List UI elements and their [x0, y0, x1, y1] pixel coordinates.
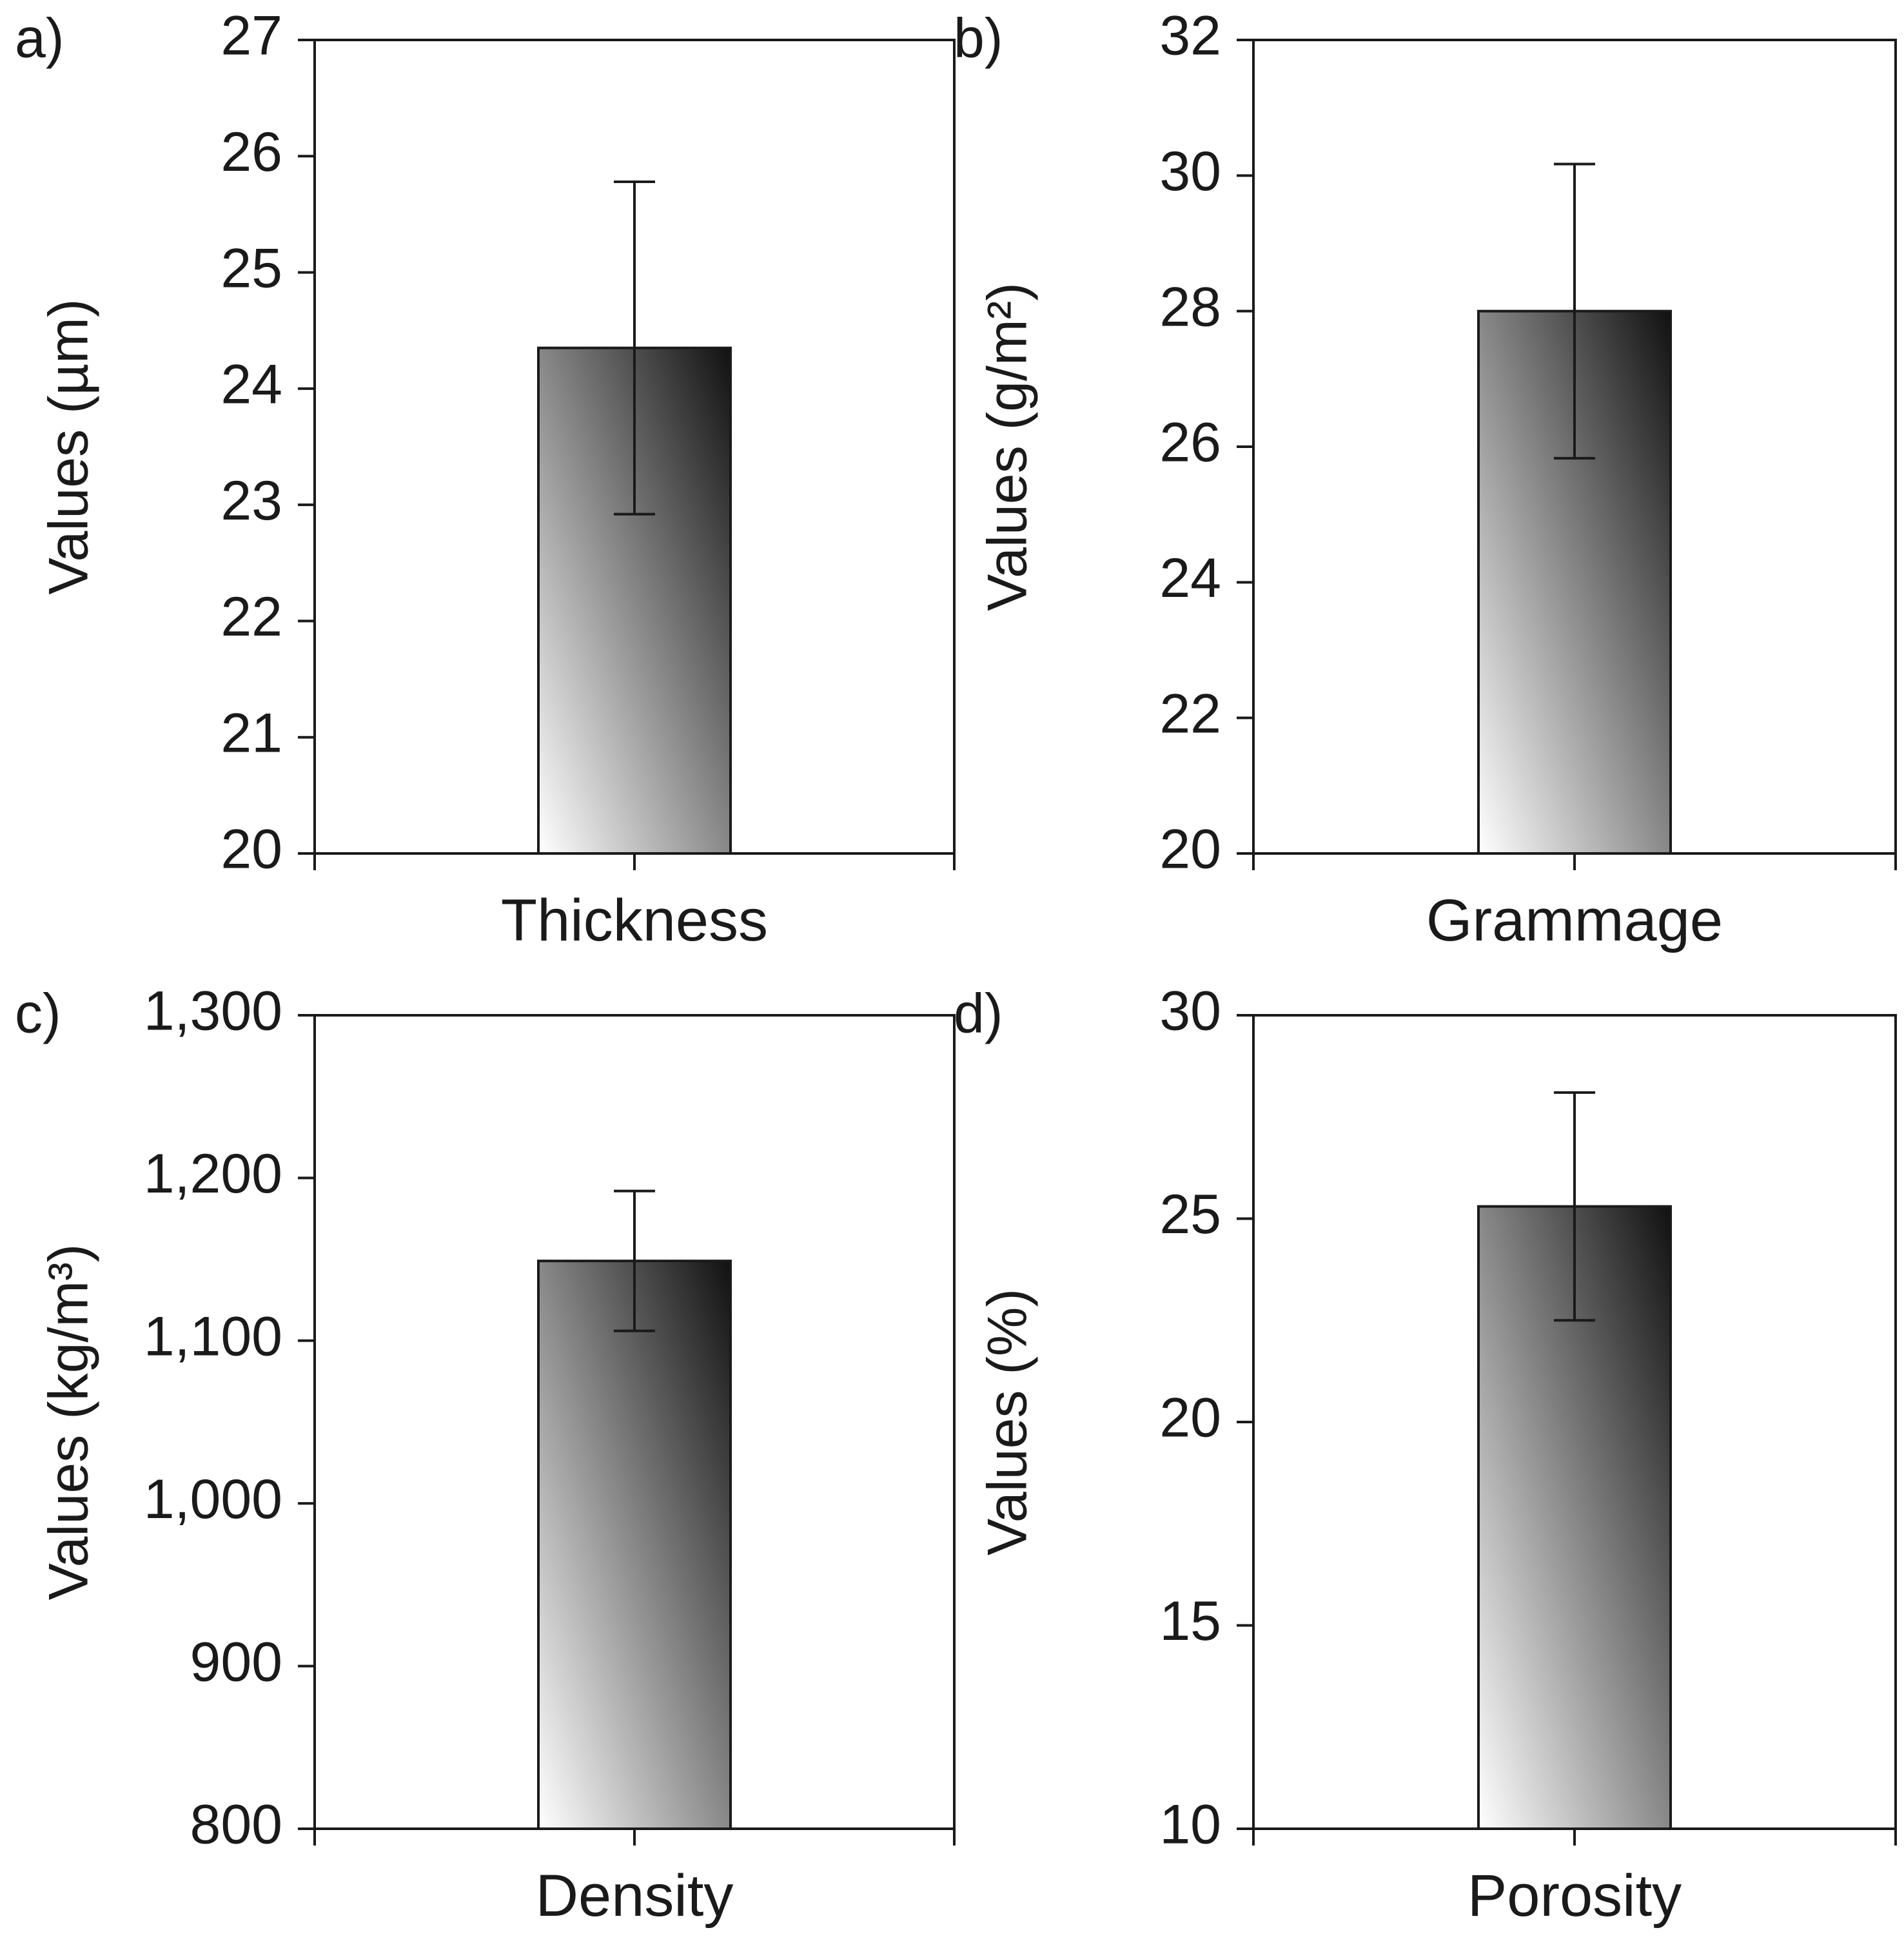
y-tick-label: 20 [221, 819, 282, 881]
y-tick-label: 27 [221, 5, 282, 67]
y-tick-label: 1,100 [144, 1306, 282, 1368]
y-tick-label: 15 [1159, 1590, 1221, 1652]
panel-label: a) [15, 8, 64, 70]
y-tick-label: 21 [221, 702, 282, 764]
y-tick-label: 10 [1159, 1794, 1221, 1856]
x-category-label: Porosity [1467, 1863, 1682, 1929]
y-tick-label: 800 [190, 1794, 283, 1856]
x-category-label: Thickness [501, 888, 768, 953]
y-tick-label: 23 [221, 470, 282, 532]
panel-label: c) [15, 983, 61, 1045]
bar-grammage [1477, 309, 1672, 855]
y-axis-title: Values (%) [977, 1289, 1039, 1555]
x-category-label: Grammage [1426, 888, 1723, 953]
y-tick-label: 1,200 [144, 1143, 282, 1205]
y-tick-label: 26 [221, 121, 282, 183]
y-tick-label: 22 [221, 586, 282, 648]
y-axis-title: Values (g/m²) [977, 282, 1039, 611]
panel-label: d) [954, 983, 1003, 1045]
chart-panel-3: 10 15 20 25 30 Porosity Values (%) d) [954, 980, 1897, 1929]
y-tick-label: 26 [1159, 412, 1221, 474]
y-tick-label: 1,300 [144, 980, 282, 1042]
y-tick-label: 25 [221, 237, 282, 299]
chart-panel-0: 20 21 22 23 24 25 26 27 Thickness Values (µm) a) [15, 5, 956, 953]
y-axis-title: Values (µm) [38, 299, 100, 595]
y-axis-title: Values (kg/m³) [38, 1244, 100, 1601]
y-tick-label: 900 [190, 1631, 283, 1693]
y-tick-label: 28 [1159, 276, 1221, 338]
y-tick-label: 22 [1159, 683, 1221, 745]
y-tick-label: 30 [1159, 980, 1221, 1042]
chart-panel-1: 20 22 24 26 28 30 32 Grammage Values (g/m²) b) [954, 5, 1897, 953]
y-tick-label: 20 [1159, 819, 1221, 881]
y-tick-label: 20 [1159, 1387, 1221, 1449]
y-tick-label: 24 [221, 354, 282, 416]
y-tick-label: 32 [1159, 5, 1221, 67]
y-tick-label: 25 [1159, 1184, 1221, 1245]
y-tick-label: 24 [1159, 547, 1221, 609]
panel-label: b) [954, 8, 1003, 70]
y-tick-label: 30 [1159, 141, 1221, 202]
chart-panel-2: 800 900 1,000 1,100 1,200 1,300 Density Values … [15, 980, 956, 1929]
y-tick-label: 1,000 [144, 1468, 282, 1530]
bar-density [537, 1260, 732, 1830]
x-category-label: Density [536, 1863, 734, 1929]
